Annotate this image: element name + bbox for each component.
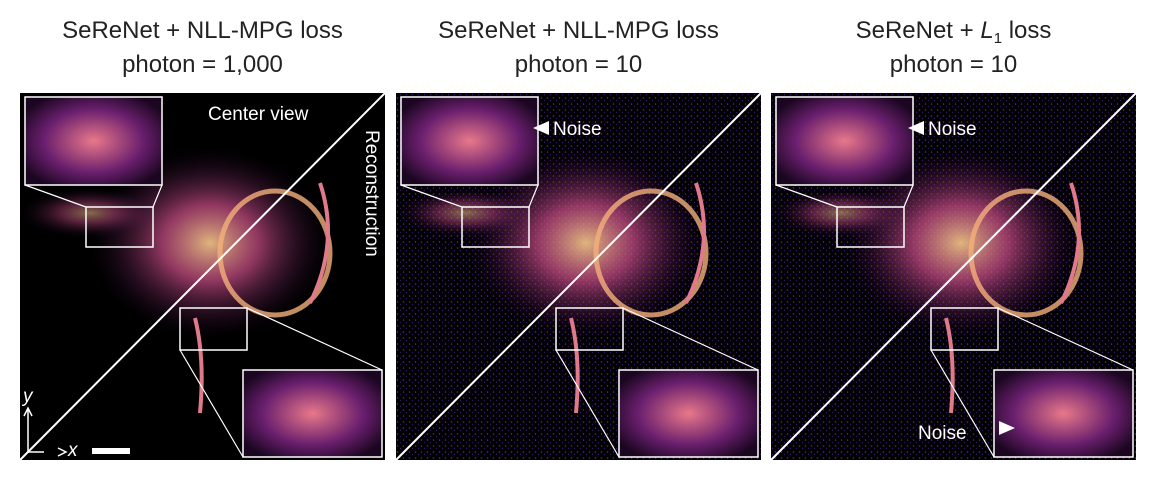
nucleus-ring [217,188,333,318]
nucleus-ring [968,188,1084,318]
panel: SeReNet + L1 loss photon = 10 Noise Noise [770,17,1137,461]
axis-arrows [23,406,68,457]
diagonal [19,92,386,461]
axis-label: x [67,440,79,461]
axis-label: y [21,386,34,407]
view-label: Reconstruction [361,130,382,257]
roi-connector [400,184,539,208]
inset [618,369,759,458]
panel-subtitle: photon = 10 [515,51,642,78]
roi-box [836,206,905,248]
diagonal [770,92,1137,461]
title-part: loss [1002,17,1051,44]
title-part: L [980,17,993,44]
title-subscript: 1 [994,30,1002,47]
filament [193,182,330,414]
panel: SeReNet + NLL-MPG loss photon = 10 Noise [395,17,762,461]
panel-subtitle: photon = 10 [890,51,1017,78]
filament [944,182,1081,414]
noise-label: Noise [928,119,977,140]
panel: SeReNet + NLL-MPG loss photon = 1,000 Cent… [19,17,386,461]
roi-connector [179,307,383,458]
cell-tail [396,188,536,238]
panel-subtitle: photon = 1,000 [122,51,283,78]
inset [993,369,1134,458]
nucleus-ring [593,188,709,318]
cell-body [90,148,330,338]
panel-title: SeReNet + NLL-MPG loss [62,17,343,44]
noise-arrow [533,121,549,135]
roi-box [461,206,530,248]
noise-label: Noise [553,119,602,140]
roi-connector [555,307,759,458]
roi-box [555,307,624,351]
inset [242,369,383,458]
roi-connector [24,184,163,208]
inset [400,96,539,186]
cell-tail [771,188,911,238]
cell-tail [20,188,160,238]
noise-arrow [999,421,1015,435]
view-label: Center view [208,104,309,125]
diagonal [395,92,762,461]
noise-arrow [908,121,924,135]
noise-label: Noise [918,423,967,444]
filament [569,182,706,414]
cell-body [841,148,1081,338]
roi-box [179,307,248,351]
roi-connector [930,307,1134,458]
roi-box [930,307,999,351]
scale-bar [92,448,130,454]
inset [775,96,914,186]
inset [24,96,163,186]
panel-title: SeReNet + NLL-MPG loss [438,17,719,44]
panel-title: SeReNet + L1 loss [856,17,1052,47]
roi-box [85,206,154,248]
roi-connector [775,184,914,208]
cell-body [466,148,706,338]
title-part: SeReNet + [856,17,981,44]
